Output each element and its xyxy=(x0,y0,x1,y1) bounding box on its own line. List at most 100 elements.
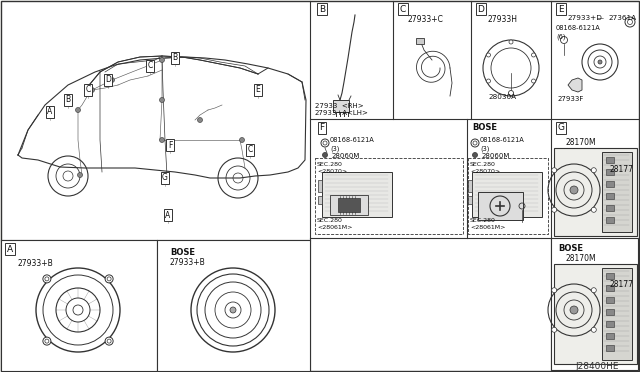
Circle shape xyxy=(591,207,596,212)
Circle shape xyxy=(486,53,490,57)
Circle shape xyxy=(509,92,513,96)
Bar xyxy=(1,240,157,371)
Text: J28400HE: J28400HE xyxy=(575,362,618,371)
Text: 28030A: 28030A xyxy=(488,94,516,100)
Bar xyxy=(157,240,310,371)
Bar xyxy=(606,217,614,223)
Text: 27933+A<LH>: 27933+A<LH> xyxy=(315,110,369,116)
Text: 08168-6121A: 08168-6121A xyxy=(480,137,525,143)
Bar xyxy=(606,205,614,211)
Text: E: E xyxy=(255,86,260,94)
Bar xyxy=(333,100,349,112)
Text: 28177: 28177 xyxy=(610,280,634,289)
Bar xyxy=(318,180,322,192)
Bar xyxy=(472,172,542,217)
Circle shape xyxy=(552,327,557,332)
Bar xyxy=(322,172,392,217)
Circle shape xyxy=(105,337,113,345)
Circle shape xyxy=(570,306,578,314)
Bar xyxy=(606,345,614,351)
Circle shape xyxy=(591,288,596,293)
Circle shape xyxy=(239,138,244,142)
Bar xyxy=(606,285,614,291)
Text: <28061M>: <28061M> xyxy=(470,225,506,230)
Text: 28060M: 28060M xyxy=(482,153,510,159)
Circle shape xyxy=(45,277,49,281)
Circle shape xyxy=(77,173,83,177)
Circle shape xyxy=(591,168,596,173)
Bar xyxy=(416,38,424,44)
Circle shape xyxy=(90,87,95,93)
Text: BOSE: BOSE xyxy=(472,123,497,132)
Text: F: F xyxy=(319,124,324,132)
Circle shape xyxy=(591,327,596,332)
Bar xyxy=(551,238,638,370)
Text: BOSE: BOSE xyxy=(558,244,583,253)
Text: 27361A: 27361A xyxy=(608,15,636,21)
Bar xyxy=(318,196,322,204)
Text: (3): (3) xyxy=(330,145,339,151)
Text: 27933  <RH>: 27933 <RH> xyxy=(315,103,364,109)
Text: 27933+B: 27933+B xyxy=(170,258,205,267)
Circle shape xyxy=(76,108,81,112)
Circle shape xyxy=(552,288,557,293)
Bar xyxy=(468,158,548,234)
Text: SEC.280: SEC.280 xyxy=(317,218,343,223)
Bar xyxy=(606,193,614,199)
Text: 27933F: 27933F xyxy=(558,96,584,102)
Text: SEC.280: SEC.280 xyxy=(470,218,496,223)
Circle shape xyxy=(198,118,202,122)
Polygon shape xyxy=(568,78,582,92)
Text: F: F xyxy=(168,141,172,150)
Text: 08168-6121A: 08168-6121A xyxy=(330,137,375,143)
Bar xyxy=(606,333,614,339)
Bar xyxy=(606,297,614,303)
Bar xyxy=(606,169,614,175)
Text: E: E xyxy=(558,4,564,13)
Circle shape xyxy=(323,153,328,157)
Text: G: G xyxy=(162,173,168,183)
Circle shape xyxy=(509,90,513,96)
Text: BOSE: BOSE xyxy=(170,248,195,257)
Circle shape xyxy=(531,79,536,83)
Circle shape xyxy=(147,62,152,67)
Circle shape xyxy=(531,53,536,57)
Text: <28070>: <28070> xyxy=(317,169,347,174)
Bar xyxy=(606,157,614,163)
Bar xyxy=(606,321,614,327)
Circle shape xyxy=(472,153,477,157)
Text: A: A xyxy=(165,211,171,219)
Circle shape xyxy=(159,58,164,62)
Text: (6): (6) xyxy=(556,33,566,39)
Bar xyxy=(606,181,614,187)
Text: C: C xyxy=(85,86,91,94)
Text: 27933+C: 27933+C xyxy=(408,15,444,24)
Circle shape xyxy=(107,277,111,281)
Bar xyxy=(606,309,614,315)
Circle shape xyxy=(45,339,49,343)
Bar xyxy=(554,264,637,364)
Circle shape xyxy=(105,275,113,283)
Text: 28170M: 28170M xyxy=(565,254,596,263)
Text: C: C xyxy=(248,145,253,154)
Text: SEC.280: SEC.280 xyxy=(470,162,496,167)
Text: D: D xyxy=(105,76,111,84)
Text: 28060M: 28060M xyxy=(332,153,360,159)
Circle shape xyxy=(107,339,111,343)
Bar xyxy=(315,158,463,234)
Text: 27933+B: 27933+B xyxy=(17,259,52,268)
Circle shape xyxy=(230,307,236,313)
Bar xyxy=(468,196,472,204)
Bar xyxy=(602,152,632,232)
Circle shape xyxy=(43,337,51,345)
Bar xyxy=(468,180,472,192)
Bar xyxy=(606,273,614,279)
Circle shape xyxy=(486,79,490,83)
Text: D: D xyxy=(477,4,484,13)
Text: <28061M>: <28061M> xyxy=(317,225,353,230)
Text: 08168-6121A: 08168-6121A xyxy=(556,25,601,31)
Bar xyxy=(602,268,632,360)
Circle shape xyxy=(552,168,557,173)
Bar xyxy=(478,192,523,220)
Bar xyxy=(554,148,637,236)
